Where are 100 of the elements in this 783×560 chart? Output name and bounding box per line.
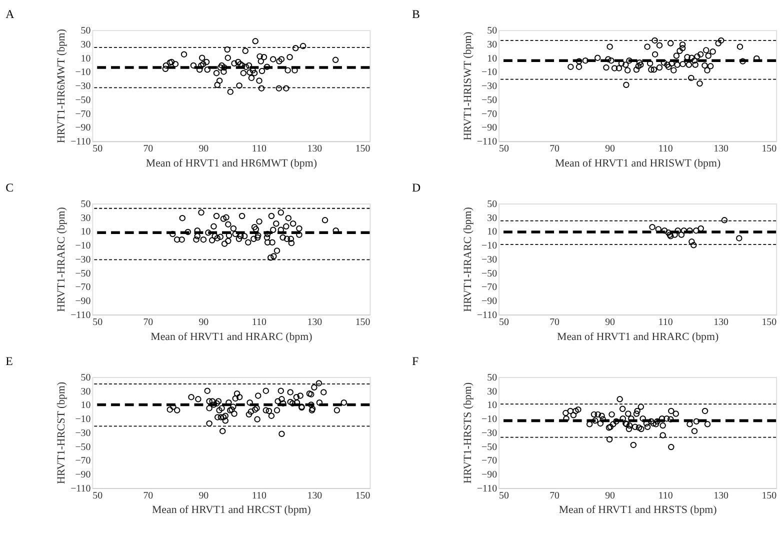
x-axis-title: Mean of HRVT1 and HRSTS (bpm) <box>558 504 718 516</box>
y-tick-label: −90 <box>482 470 498 481</box>
x-tick-label: 150 <box>762 316 777 328</box>
y-tick-label: 50 <box>80 372 91 384</box>
x-tick-label: 70 <box>550 316 560 328</box>
y-tick-label: −50 <box>75 94 91 106</box>
point <box>273 220 280 227</box>
point <box>633 66 640 73</box>
point <box>217 64 224 71</box>
point <box>636 60 643 66</box>
chart-title: C <box>6 180 14 195</box>
point <box>246 69 253 76</box>
point <box>697 51 704 58</box>
point <box>269 239 276 246</box>
y-tick-label: −90 <box>482 122 498 134</box>
y-tick-label: 50 <box>80 26 91 37</box>
point <box>638 404 644 410</box>
point <box>586 421 593 428</box>
x-tick-label: 150 <box>355 490 370 502</box>
point <box>626 422 633 429</box>
point <box>285 214 292 222</box>
x-tick-label: 130 <box>714 143 729 154</box>
point <box>652 421 660 428</box>
point <box>200 236 207 243</box>
point <box>568 64 574 70</box>
point <box>592 418 598 424</box>
y-tick-label: −110 <box>476 483 498 494</box>
y-tick-label: 10 <box>487 226 498 238</box>
y-tick-label: −30 <box>482 81 498 92</box>
point <box>688 238 695 245</box>
y-tick-label: 30 <box>487 386 498 398</box>
point <box>268 254 274 261</box>
point <box>667 40 674 46</box>
x-tick-label: 50 <box>499 490 509 502</box>
point <box>660 422 666 429</box>
point <box>258 68 266 74</box>
point <box>200 60 206 68</box>
point <box>691 57 698 64</box>
point <box>162 62 170 69</box>
x-tick-label: 90 <box>605 143 616 154</box>
chart-title: F <box>412 354 420 368</box>
y-tick-label: −70 <box>75 282 91 294</box>
point <box>236 82 242 89</box>
point <box>644 44 650 50</box>
y-tick-label: −90 <box>482 296 498 308</box>
point <box>251 224 258 230</box>
point <box>640 415 646 422</box>
y-tick-label: 30 <box>80 386 91 398</box>
y-tick-label: −90 <box>75 296 91 308</box>
point <box>258 58 264 64</box>
x-tick-label: 110 <box>252 316 266 328</box>
x-tick-label: 50 <box>499 143 509 154</box>
y-tick-label: −50 <box>482 268 498 280</box>
point <box>672 410 679 417</box>
point <box>616 65 622 72</box>
point <box>610 421 616 428</box>
point <box>705 52 712 59</box>
y-tick-label: −30 <box>75 81 91 92</box>
point <box>270 253 277 260</box>
y-tick-label: −110 <box>70 483 91 494</box>
point <box>597 420 604 427</box>
point <box>252 226 260 232</box>
point <box>665 230 672 236</box>
y-tick-label: 50 <box>487 198 498 210</box>
y-tick-label: 10 <box>80 226 91 238</box>
point <box>660 60 668 66</box>
point <box>213 70 220 76</box>
point <box>254 234 261 241</box>
point <box>567 408 574 414</box>
point <box>715 40 722 46</box>
chart-title: D <box>412 180 422 195</box>
x-axis-title: Mean of HRVT1 and HR6MWT (bpm) <box>146 157 318 170</box>
point <box>238 212 246 220</box>
y-tick-label: −30 <box>75 254 91 266</box>
point <box>220 68 227 75</box>
point <box>208 237 216 244</box>
point <box>635 63 642 70</box>
point <box>673 52 680 59</box>
point <box>703 47 710 54</box>
point <box>644 424 651 430</box>
point <box>260 54 268 60</box>
x-axis-title: Mean of HRVT1 and HRARC (bpm) <box>557 330 719 343</box>
point <box>613 418 620 424</box>
point <box>276 85 282 92</box>
point <box>693 418 700 424</box>
y-tick-label: −90 <box>75 470 91 481</box>
point <box>198 209 204 216</box>
point <box>237 60 244 68</box>
point <box>600 416 606 422</box>
point <box>702 62 708 69</box>
point <box>611 65 618 72</box>
point <box>242 48 248 54</box>
point <box>198 54 206 61</box>
point <box>300 42 306 50</box>
point <box>221 240 228 247</box>
point <box>707 63 714 70</box>
point <box>594 411 602 418</box>
point <box>603 64 610 71</box>
point <box>193 236 200 243</box>
x-tick-label: 130 <box>307 143 322 154</box>
